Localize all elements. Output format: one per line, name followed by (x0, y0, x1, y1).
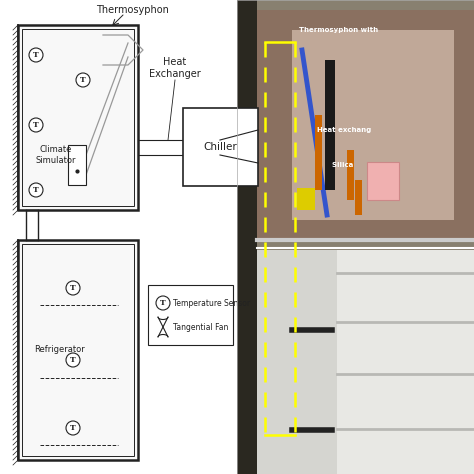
Text: T: T (80, 76, 86, 84)
Circle shape (66, 281, 80, 295)
Text: T: T (70, 424, 76, 432)
Text: T: T (33, 51, 39, 59)
Text: Chiller: Chiller (204, 142, 237, 152)
Bar (292, 30, 454, 220)
Text: Thermosyphon: Thermosyphon (96, 5, 168, 15)
Circle shape (29, 48, 43, 62)
Bar (22, 244, 134, 456)
Bar (18, 240, 138, 460)
Bar (148, 285, 233, 345)
Text: T: T (33, 186, 39, 194)
Text: T: T (33, 121, 39, 129)
Bar (237, 0, 474, 474)
Bar (257, 10, 474, 240)
Circle shape (29, 118, 43, 132)
Text: Heat
Exchanger: Heat Exchanger (149, 57, 201, 79)
Text: Refrigerator: Refrigerator (35, 346, 85, 355)
Bar (183, 108, 258, 186)
Text: T: T (70, 356, 76, 364)
Bar (337, 250, 474, 474)
Bar (355, 180, 362, 215)
Bar (315, 115, 322, 190)
Bar (347, 150, 354, 200)
Bar (325, 60, 335, 190)
Bar (68, 145, 86, 185)
Circle shape (29, 183, 43, 197)
Bar (237, 0, 257, 474)
Bar (297, 188, 315, 210)
Text: Heat exchang: Heat exchang (317, 127, 371, 133)
Circle shape (66, 421, 80, 435)
Bar (18, 25, 138, 210)
Text: Silica: Silica (332, 162, 356, 168)
Bar (22, 29, 134, 206)
Circle shape (66, 353, 80, 367)
Bar (257, 250, 474, 474)
Circle shape (76, 73, 90, 87)
Text: T: T (160, 299, 166, 307)
Text: T: T (70, 284, 76, 292)
Text: Thermosyphon with: Thermosyphon with (299, 27, 381, 33)
Bar (367, 162, 399, 200)
Text: Climate
Simulator: Climate Simulator (36, 146, 76, 164)
Text: Temperature Sensor: Temperature Sensor (173, 299, 250, 308)
Circle shape (156, 296, 170, 310)
Text: Tangential Fan: Tangential Fan (173, 322, 228, 331)
